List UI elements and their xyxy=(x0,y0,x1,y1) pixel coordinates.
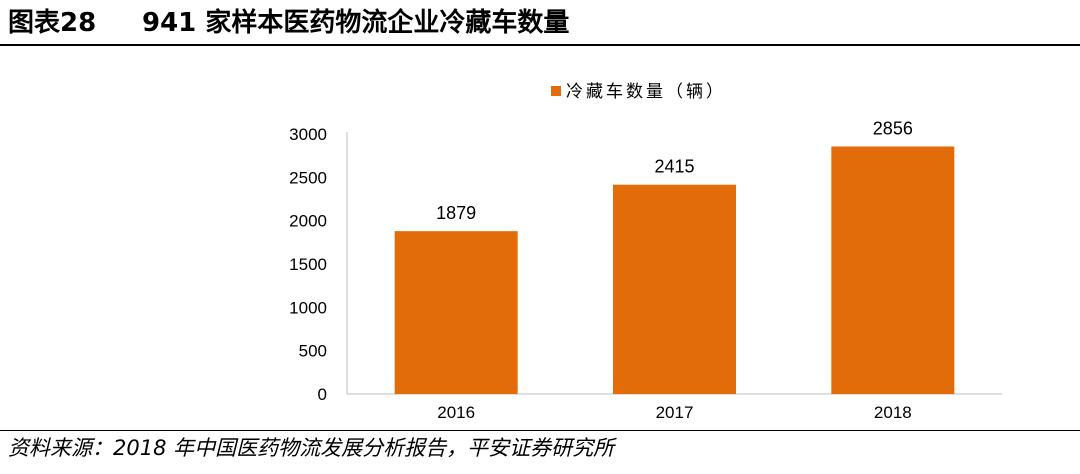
legend: 冷藏车数量（辆） xyxy=(551,82,726,102)
y-tick-label: 2500 xyxy=(289,168,327,187)
bar xyxy=(394,231,518,394)
y-tick-label: 1500 xyxy=(289,255,327,274)
figure-number: 图表28 xyxy=(8,8,97,38)
x-tick-label: 2016 xyxy=(437,403,475,422)
header-rule xyxy=(0,44,1080,46)
data-label: 2856 xyxy=(873,118,913,138)
x-tick-label: 2017 xyxy=(656,403,694,422)
source-note: 资料来源：2018 年中国医药物流发展分析报告，平安证券研究所 xyxy=(8,436,615,460)
footer-rule xyxy=(0,430,1080,431)
x-tick-label: 2018 xyxy=(874,403,912,422)
data-labels: 1879 2415 2856 xyxy=(436,118,913,223)
data-label: 2415 xyxy=(654,157,694,177)
y-tick-label: 500 xyxy=(299,342,327,361)
bar xyxy=(613,184,736,394)
y-tick-label: 0 xyxy=(318,385,327,404)
figure-title: 941 家样本医药物流企业冷藏车数量 xyxy=(142,8,570,38)
y-tick-label: 1000 xyxy=(289,298,327,317)
bar-series xyxy=(394,146,955,394)
legend-label: 冷藏车数量（辆） xyxy=(566,82,726,102)
figure-header: 图表28 941 家样本医药物流企业冷藏车数量 xyxy=(0,0,1080,44)
data-label: 1879 xyxy=(436,203,476,223)
bar xyxy=(831,146,955,394)
x-axis: 2016 2017 2018 xyxy=(347,393,1002,422)
y-axis: 0 500 1000 1500 2000 2500 3000 xyxy=(289,125,348,404)
legend-swatch xyxy=(551,86,561,96)
y-tick-label: 2000 xyxy=(289,212,327,231)
y-tick-label: 3000 xyxy=(289,125,327,144)
